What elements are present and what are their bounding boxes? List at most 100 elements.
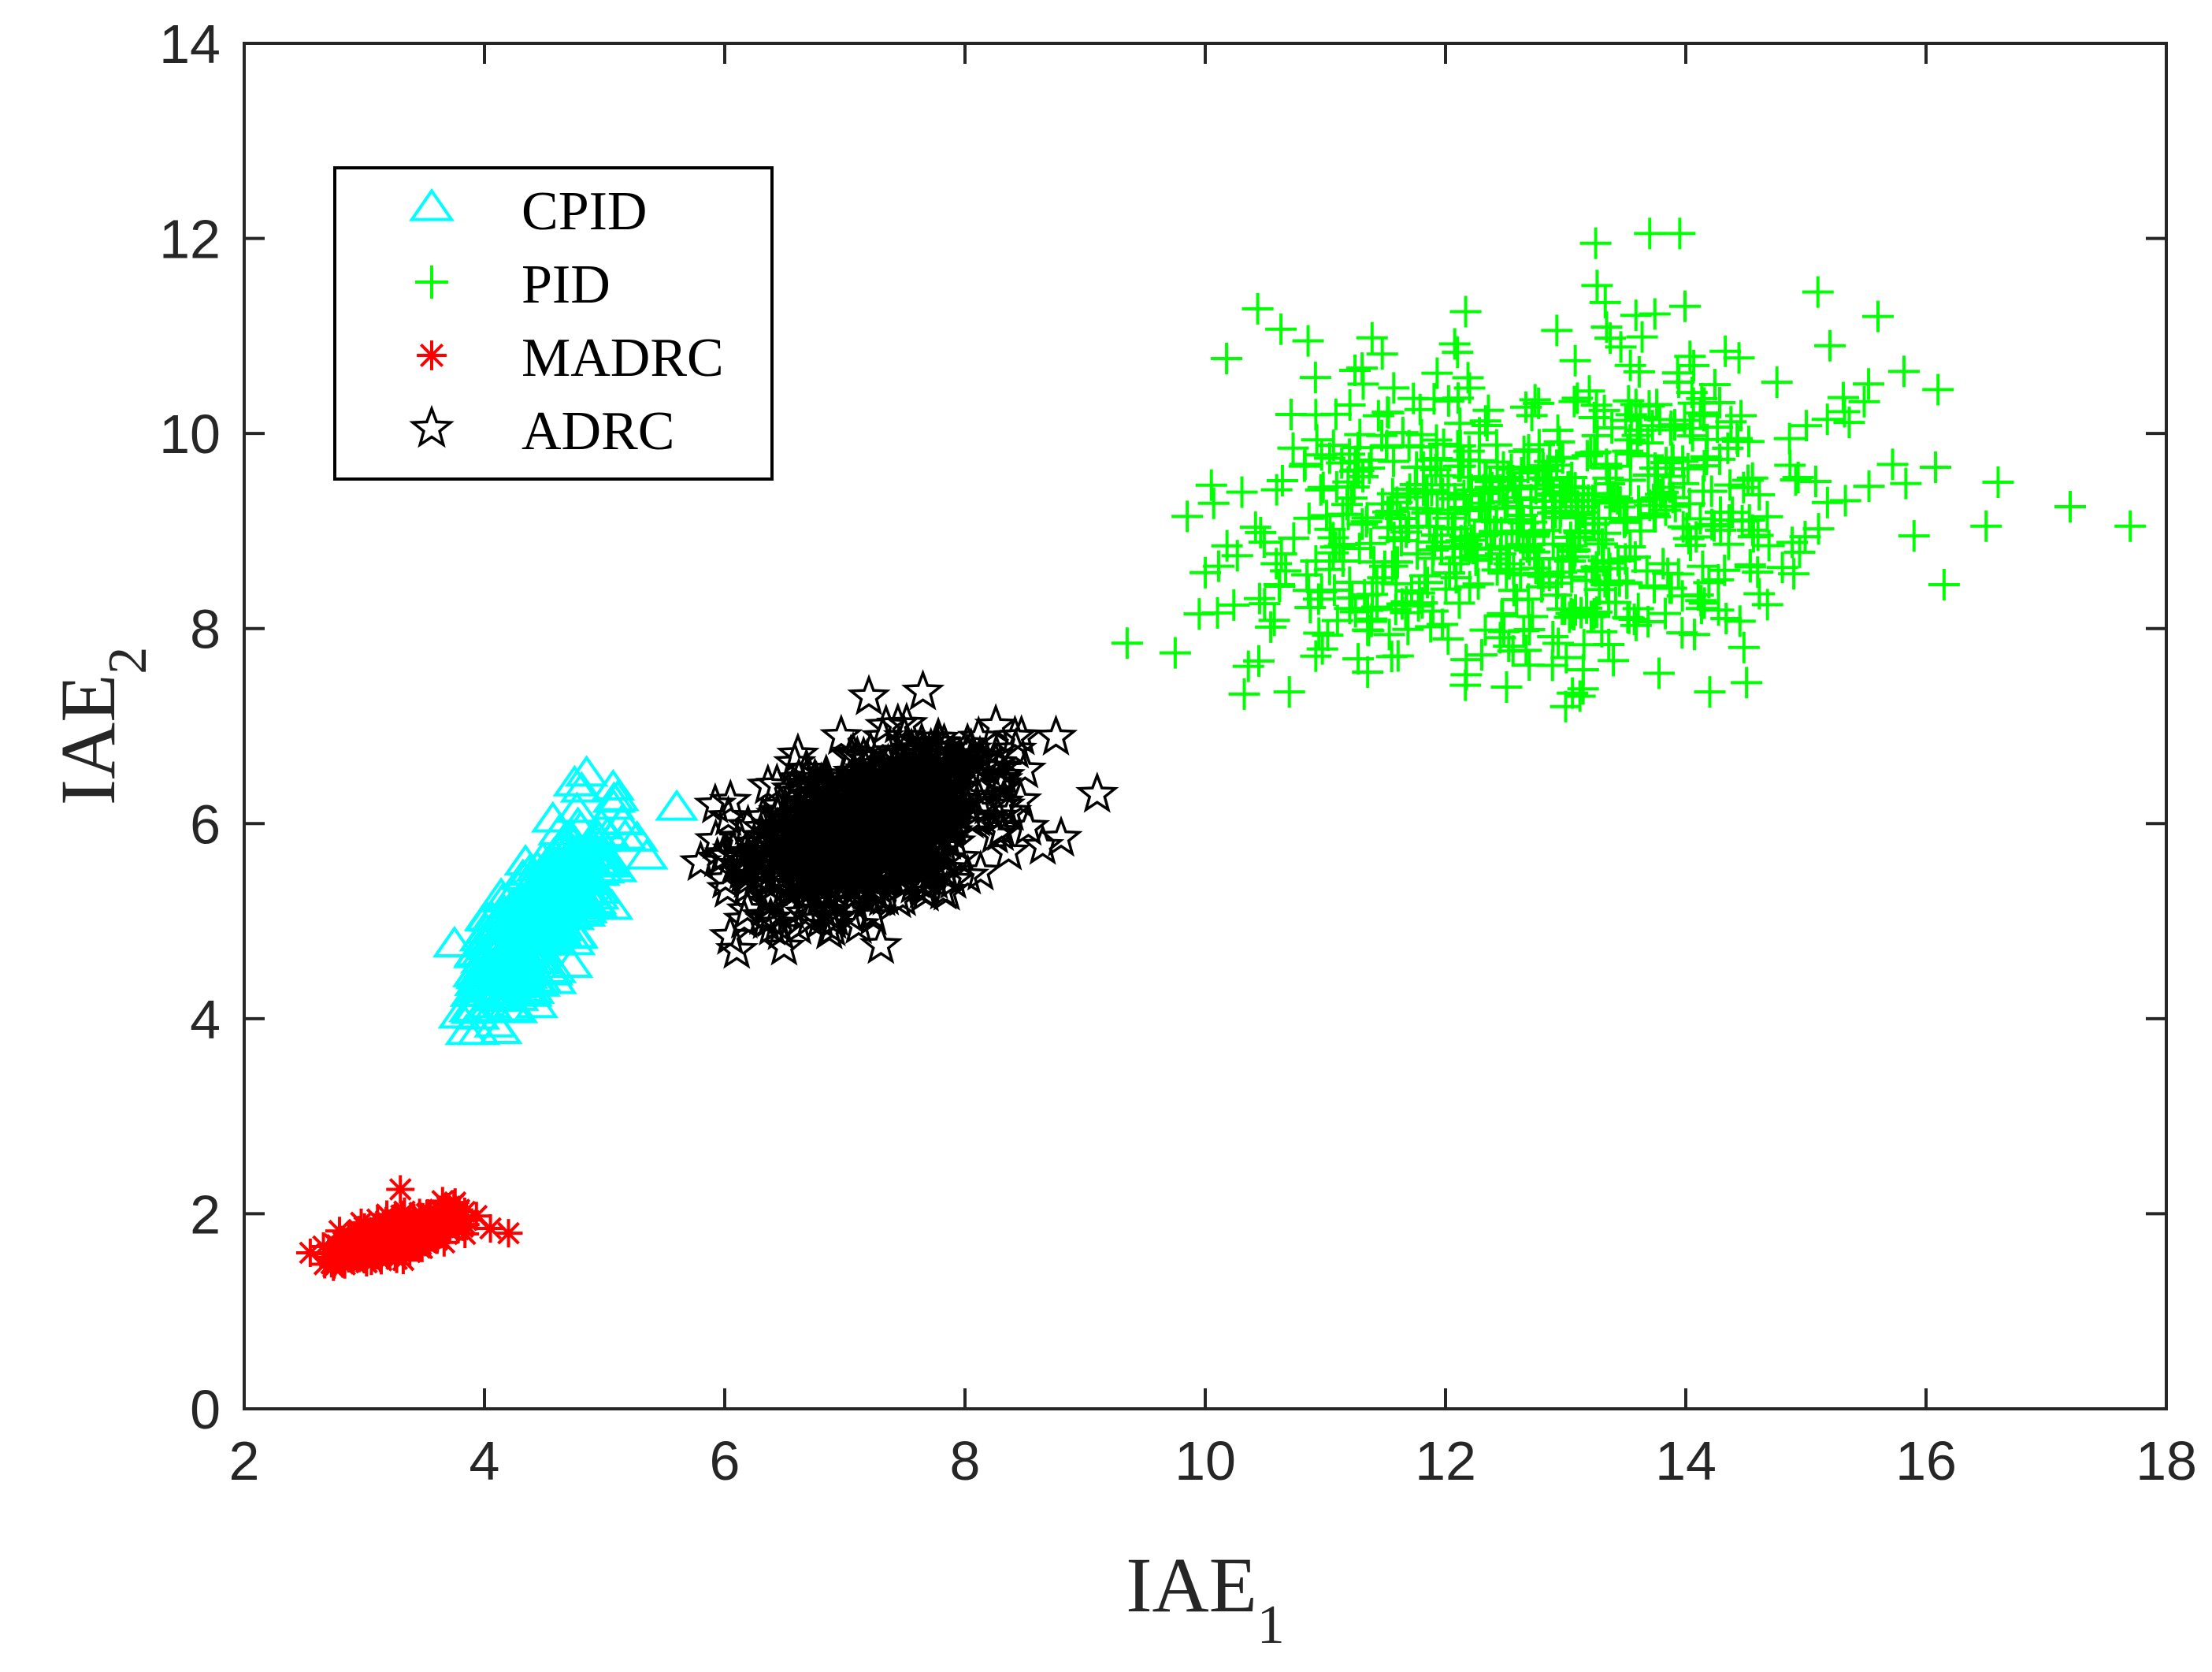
data-point-pid [1159, 637, 1191, 669]
data-point-adrc [861, 819, 905, 861]
data-point-pid [1301, 424, 1333, 456]
data-point-cpid [625, 838, 669, 870]
data-point-pid [1356, 321, 1388, 354]
data-point-pid [1453, 372, 1486, 404]
legend-marker-pid [415, 266, 448, 299]
data-point-pid [1417, 534, 1449, 567]
data-point-pid [1550, 641, 1583, 674]
data-point-adrc [945, 722, 989, 764]
data-point-pid [1581, 419, 1613, 451]
data-point-adrc [876, 702, 920, 744]
data-point-pid [1645, 478, 1677, 511]
data-point-pid [1346, 352, 1379, 385]
data-point-adrc [694, 817, 738, 860]
data-point-pid [1464, 417, 1496, 449]
data-point-adrc [989, 790, 1033, 831]
data-point-pid [1672, 452, 1704, 485]
y-tick-label: 12 [159, 209, 221, 270]
data-point-adrc [827, 804, 871, 845]
data-point-pid [1698, 369, 1731, 401]
data-point-pid [1554, 470, 1587, 503]
data-point-adrc [1034, 714, 1078, 756]
data-point-pid [1300, 545, 1332, 578]
data-point-pid [1608, 506, 1640, 538]
data-point-madrc [323, 1231, 352, 1260]
data-point-pid [1449, 669, 1482, 701]
data-point-adrc [847, 674, 891, 715]
series-pid [1111, 217, 2147, 723]
data-point-pid [1385, 525, 1417, 557]
data-point-pid [1327, 498, 1359, 530]
data-point-pid [1243, 582, 1275, 615]
data-point-adrc [805, 760, 849, 802]
data-point-pid [1350, 506, 1382, 538]
data-point-madrc [384, 1226, 413, 1255]
data-point-cpid [559, 856, 603, 889]
data-point-pid [1579, 477, 1612, 510]
data-point-cpid [573, 836, 618, 868]
data-point-pid [1401, 451, 1433, 483]
data-point-madrc [375, 1231, 404, 1260]
data-point-pid [1432, 622, 1464, 655]
data-point-adrc [819, 713, 863, 756]
data-point-adrc [924, 836, 968, 879]
data-point-pid [1294, 592, 1327, 624]
data-point-pid [1241, 292, 1274, 325]
data-point-pid [1371, 429, 1403, 462]
data-point-pid [1402, 510, 1434, 542]
data-point-adrc [909, 787, 953, 829]
data-point-pid [1789, 521, 1821, 553]
data-point-madrc [448, 1212, 477, 1241]
data-point-pid [1774, 449, 1806, 481]
data-point-cpid [495, 912, 539, 944]
data-point-pid [1411, 496, 1443, 529]
data-point-pid [1202, 550, 1234, 582]
data-point-adrc [986, 829, 1031, 871]
data-point-madrc [427, 1213, 456, 1242]
data-point-adrc [724, 843, 768, 885]
data-point-pid [1489, 492, 1521, 524]
data-point-pid [1438, 483, 1471, 515]
data-point-pid [1392, 613, 1424, 645]
x-tick-label: 6 [710, 1430, 740, 1492]
data-point-pid [1743, 478, 1776, 511]
legend-marker-madrc [417, 340, 447, 370]
data-point-pid [1761, 366, 1793, 399]
data-point-cpid [552, 764, 597, 797]
data-point-adrc [805, 825, 849, 867]
data-point-pid [1668, 404, 1701, 437]
data-point-pid [1530, 462, 1562, 494]
data-point-cpid [559, 810, 603, 842]
data-point-madrc [436, 1209, 465, 1239]
data-point-pid [1239, 511, 1271, 544]
data-point-adrc [714, 927, 759, 969]
legend-label-madrc: MADRC [521, 328, 724, 388]
data-point-pid [1447, 444, 1479, 476]
data-point-cpid [537, 813, 581, 845]
data-marks [295, 217, 2147, 1281]
data-point-pid [1211, 343, 1243, 375]
data-point-pid [1928, 569, 1960, 601]
x-tick-label: 14 [1655, 1430, 1717, 1492]
data-point-pid [1536, 649, 1568, 682]
data-point-cpid [555, 791, 599, 823]
data-point-madrc [476, 1214, 505, 1243]
data-point-pid [1598, 645, 1630, 677]
data-point-adrc [909, 752, 953, 793]
data-point-pid [1631, 555, 1663, 587]
data-point-madrc [417, 1209, 446, 1239]
data-point-pid [1561, 382, 1594, 414]
data-point-adrc [818, 766, 862, 808]
data-point-adrc [881, 875, 925, 916]
data-point-pid [1314, 513, 1346, 545]
data-point-pid [1444, 407, 1476, 440]
data-point-madrc [392, 1208, 421, 1237]
data-point-pid [1516, 399, 1548, 432]
data-point-pid [1228, 678, 1260, 710]
data-point-pid [1704, 386, 1736, 418]
data-point-pid [1481, 554, 1513, 586]
data-point-pid [1465, 639, 1498, 671]
data-point-pid [1664, 217, 1696, 250]
